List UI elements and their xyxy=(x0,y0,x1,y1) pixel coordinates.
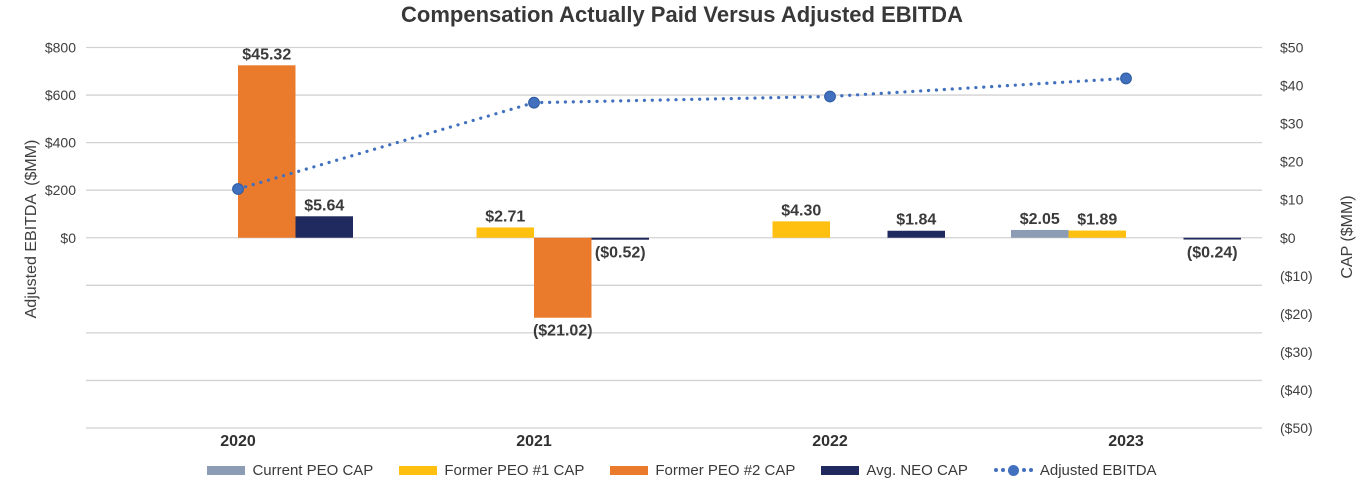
bar-value-label-avg-neo-cap-2022: $1.84 xyxy=(896,212,936,229)
legend-item-adjusted-ebitda: Adjusted EBITDA xyxy=(993,461,1157,479)
legend-dot-icon xyxy=(1007,464,1019,476)
legend-item-avg-neo-cap: Avg. NEO CAP xyxy=(821,461,968,479)
bar-current-peo-cap-2023 xyxy=(1011,229,1069,238)
bar-value-label-former-peo-1-cap-2021: $2.71 xyxy=(485,208,525,225)
ebitda-marker-2020 xyxy=(232,183,244,195)
legend-swatch-icon xyxy=(610,465,649,475)
chart-title: Compensation Actually Paid Versus Adjust… xyxy=(401,2,963,27)
bar-value-label-avg-neo-cap-2021: ($0.52) xyxy=(595,245,646,262)
right-axis-tick-label: $10 xyxy=(1280,192,1304,208)
right-axis-tick-label: $20 xyxy=(1280,154,1304,170)
bar-former-peo-1-cap-2022 xyxy=(772,221,830,238)
legend-label: Former PEO #2 CAP xyxy=(655,461,796,479)
right-axis-tick-label: ($10) xyxy=(1280,268,1313,284)
x-axis-label-2022: 2022 xyxy=(812,433,848,450)
right-axis-tick-label: $0 xyxy=(1280,230,1296,246)
legend-swatch-icon xyxy=(207,465,246,475)
x-axis-label-2020: 2020 xyxy=(220,433,256,450)
bar-value-label-former-peo-2-cap-2020: $45.32 xyxy=(242,46,291,63)
right-axis-tick-label: $50 xyxy=(1280,40,1304,56)
x-axis-label-2021: 2021 xyxy=(516,433,552,450)
x-axis-label-2023: 2023 xyxy=(1108,433,1144,450)
bar-former-peo-2-cap-2021 xyxy=(534,237,592,318)
bar-value-label-avg-neo-cap-2023: ($0.24) xyxy=(1187,245,1238,262)
legend-dot-icon xyxy=(993,468,998,472)
ebitda-marker-2023 xyxy=(1120,72,1132,85)
legend-dotted-line-icon xyxy=(993,464,1033,476)
right-axis-tick-label: $40 xyxy=(1280,78,1304,94)
bar-former-peo-1-cap-2023 xyxy=(1068,230,1126,238)
bar-value-label-current-peo-cap-2023: $2.05 xyxy=(1020,211,1060,228)
bar-value-label-former-peo-1-cap-2022: $4.30 xyxy=(781,202,821,219)
legend-swatch-icon xyxy=(821,465,860,475)
left-axis-title: Adjusted EBITDA ($MM) xyxy=(23,139,40,319)
legend-label: Current PEO CAP xyxy=(252,461,374,479)
ebitda-marker-2022 xyxy=(824,90,836,103)
bar-value-label-avg-neo-cap-2020: $5.64 xyxy=(304,197,344,214)
left-axis-tick-label: $800 xyxy=(45,40,76,56)
left-axis-tick-label: $600 xyxy=(45,87,76,103)
left-axis-tick-label: $400 xyxy=(45,135,76,151)
bar-value-label-former-peo-1-cap-2023: $1.89 xyxy=(1077,212,1117,229)
legend-dot-icon xyxy=(1021,468,1026,472)
legend-dot-icon xyxy=(1000,468,1005,472)
legend-label: Adjusted EBITDA xyxy=(1039,461,1157,479)
bar-avg-neo-cap-2021 xyxy=(591,237,649,240)
right-axis-tick-label: ($50) xyxy=(1280,420,1313,436)
legend-item-former-peo-2-cap: Former PEO #2 CAP xyxy=(610,462,795,479)
bar-value-label-former-peo-2-cap-2021: ($21.02) xyxy=(533,323,593,340)
bar-avg-neo-cap-2022 xyxy=(887,230,945,238)
right-axis-tick-label: ($20) xyxy=(1280,306,1313,322)
bar-avg-neo-cap-2020 xyxy=(295,216,353,238)
right-axis-tick-label: ($30) xyxy=(1280,344,1313,360)
legend-swatch-icon xyxy=(399,465,438,475)
legend-item-current-peo-cap: Current PEO CAP xyxy=(207,462,373,479)
right-axis-title: CAP ($MM) xyxy=(1339,195,1356,279)
bar-avg-neo-cap-2023 xyxy=(1183,237,1241,240)
left-axis-tick-label: $200 xyxy=(45,182,76,198)
legend-dot-icon xyxy=(1028,468,1033,472)
bar-former-peo-2-cap-2020 xyxy=(238,65,296,238)
legend-item-former-peo-1-cap: Former PEO #1 CAP xyxy=(399,462,584,479)
legend: Current PEO CAP Former PEO #1 CAP Former P… xyxy=(0,457,1364,483)
legend-label: Avg. NEO CAP xyxy=(866,461,968,479)
right-axis-tick-label: ($40) xyxy=(1280,382,1313,398)
right-axis-tick-label: $30 xyxy=(1280,116,1304,132)
ebitda-marker-2021 xyxy=(528,96,540,109)
bar-former-peo-1-cap-2021 xyxy=(476,227,534,238)
legend-label: Former PEO #1 CAP xyxy=(444,461,585,479)
left-axis-tick-label: $0 xyxy=(60,230,76,246)
